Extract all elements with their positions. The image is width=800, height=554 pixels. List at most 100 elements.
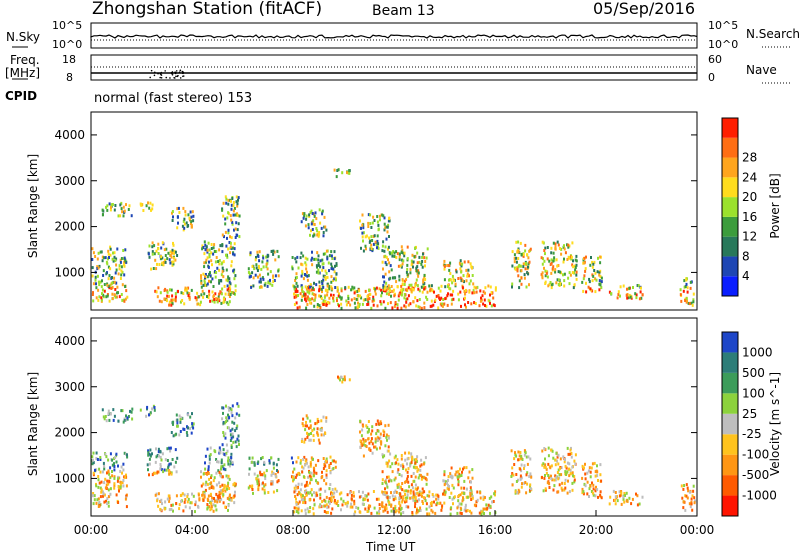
velocity-cell: [410, 452, 413, 456]
velocity-cell: [197, 504, 199, 508]
power-cell: [574, 266, 577, 269]
velocity-cell: [302, 417, 305, 421]
power-cell: [222, 297, 225, 301]
power-cell: [597, 256, 599, 260]
velocity-cell: [219, 492, 222, 496]
velocity-cell: [324, 464, 327, 468]
power-cell: [227, 231, 230, 235]
velocity-cell: [436, 501, 439, 505]
velocity-cell: [348, 378, 351, 382]
velocity-cell: [407, 480, 410, 484]
velocity-cell: [263, 484, 266, 488]
power-cell: [316, 305, 319, 309]
velocity-cell: [544, 463, 547, 467]
velocity-cell: [232, 440, 235, 444]
power-cell: [482, 290, 485, 294]
velocity-cell: [201, 493, 204, 497]
power-cell: [113, 255, 116, 259]
power-cell: [101, 279, 103, 283]
power-cell: [208, 289, 211, 293]
power-cell: [457, 298, 460, 302]
power-cell: [380, 302, 383, 306]
power-cell: [100, 298, 103, 302]
power-cell: [381, 249, 384, 253]
power-cell: [406, 273, 409, 276]
power-cell: [489, 285, 492, 289]
velocity-cell: [517, 458, 520, 462]
power-cell: [313, 298, 316, 302]
power-cell: [369, 213, 372, 217]
colorbar-tick-label: -1000: [742, 489, 777, 503]
velocity-cell: [553, 478, 556, 482]
power-cell: [434, 298, 437, 302]
power-cell: [183, 226, 186, 230]
power-cell: [174, 292, 177, 296]
power-cell: [293, 303, 296, 306]
power-cell: [174, 295, 177, 299]
power-cell: [424, 264, 426, 268]
velocity-cell: [451, 475, 454, 479]
power-cell: [401, 283, 404, 286]
power-cell: [416, 261, 419, 265]
velocity-cell: [420, 463, 423, 467]
power-cell: [527, 256, 530, 260]
velocity-cell: [262, 481, 264, 485]
power-cell: [304, 285, 307, 289]
power-cell: [117, 214, 120, 218]
velocity-cell: [259, 473, 262, 477]
power-cell: [420, 306, 423, 310]
velocity-cell: [421, 500, 424, 503]
velocity-cell: [252, 491, 254, 495]
velocity-cell: [187, 497, 190, 501]
velocity-cell: [411, 496, 414, 500]
velocity-cell: [367, 420, 370, 423]
power-cell: [484, 304, 486, 307]
power-cell: [334, 264, 336, 268]
power-cell: [347, 294, 350, 298]
power-cell: [429, 288, 432, 292]
power-cell: [518, 279, 521, 283]
power-cell: [216, 300, 219, 304]
power-cell: [108, 299, 111, 303]
velocity-cell: [412, 465, 415, 469]
velocity-cell: [597, 479, 599, 482]
velocity-cell: [91, 458, 94, 462]
power-cell: [333, 277, 336, 281]
velocity-cell: [486, 506, 489, 510]
velocity-cell: [407, 467, 410, 471]
power-cell: [172, 260, 175, 264]
power-cell: [151, 250, 154, 254]
velocity-cell: [270, 456, 273, 460]
power-cell: [294, 257, 297, 261]
velocity-cell: [107, 470, 110, 474]
power-cell: [306, 257, 309, 261]
power-cell: [516, 267, 519, 271]
power-cell: [215, 271, 218, 274]
velocity-cell: [364, 494, 367, 497]
velocity-cell: [342, 499, 345, 503]
power-cell: [108, 256, 110, 259]
velocity-cell: [523, 467, 525, 470]
power-cell: [403, 304, 406, 308]
power-cell: [252, 284, 255, 288]
velocity-cell: [317, 438, 320, 442]
power-cell: [685, 282, 688, 286]
velocity-cell: [119, 485, 122, 489]
velocity-cell: [688, 502, 691, 506]
velocity-cell: [192, 422, 195, 426]
velocity-cell: [209, 446, 212, 450]
power-cell: [417, 269, 420, 273]
velocity-cell: [236, 424, 239, 428]
power-cell: [91, 266, 94, 270]
velocity-cell: [519, 451, 522, 454]
velocity-cell: [541, 475, 543, 479]
power-cell: [453, 279, 456, 283]
velocity-cell: [185, 431, 188, 434]
power-cell: [299, 292, 302, 296]
velocity-cell: [368, 504, 370, 508]
velocity-cell: [385, 435, 388, 439]
velocity-cell: [139, 408, 142, 412]
power-cell: [258, 259, 261, 263]
velocity-cell: [159, 507, 162, 511]
velocity-cell: [518, 454, 521, 458]
